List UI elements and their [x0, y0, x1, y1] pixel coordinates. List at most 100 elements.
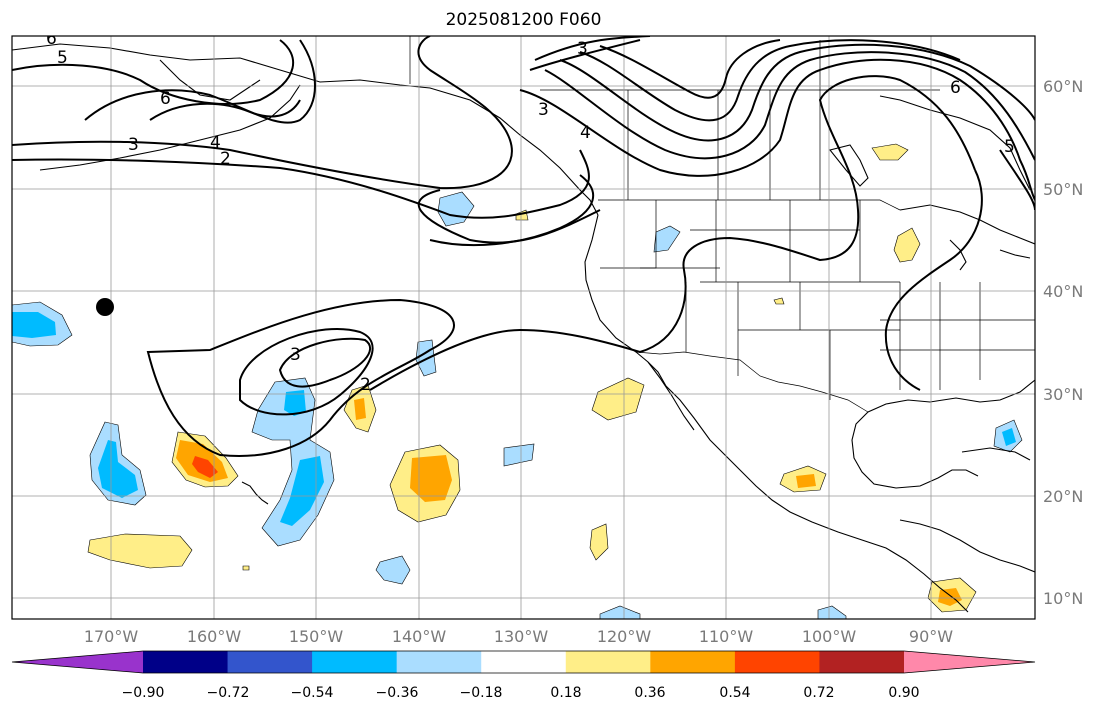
- lon-tick-label: 170°W: [84, 627, 139, 646]
- colorbar-tick-label: −0.18: [460, 685, 503, 701]
- lon-tick-label: 130°W: [494, 627, 549, 646]
- colorbar-tick-label: −0.72: [207, 685, 250, 701]
- lat-tick-label: 60°N: [1043, 77, 1083, 96]
- coastlines: [12, 43, 1035, 613]
- positive-anomaly-region: [773, 297, 785, 305]
- positive-anomaly-mid: [410, 455, 452, 502]
- positive-anomaly-region: [242, 565, 250, 571]
- positive-anomaly-region: [87, 533, 193, 569]
- colorbar-segment: [565, 651, 651, 673]
- contour-label: 3: [538, 100, 549, 120]
- latitude-axis: 60°N 50°N 40°N 30°N 20°N 10°N: [1043, 77, 1083, 608]
- lat-tick-label: 20°N: [1043, 487, 1083, 506]
- colorbar-tick-labels: −0.90 −0.72 −0.54 −0.36 −0.18 0.18 0.36 …: [122, 685, 920, 701]
- contour-line: [239, 327, 374, 416]
- negative-anomaly-core: [12, 312, 56, 338]
- lon-tick-label: 90°W: [909, 627, 953, 646]
- positive-anomaly-mid: [354, 398, 366, 420]
- contour-label: 3: [290, 345, 301, 365]
- lat-tick-label: 30°N: [1043, 385, 1083, 404]
- contour-line: [884, 169, 983, 391]
- positive-anomaly-region: [591, 377, 645, 421]
- map-frame: [11, 35, 1036, 620]
- lat-tick-label: 10°N: [1043, 589, 1083, 608]
- positive-anomaly-region: [893, 227, 921, 263]
- colorbar-segment: [227, 651, 313, 673]
- negative-anomaly-region: [375, 555, 411, 585]
- colorbar-tick-label: −0.90: [122, 685, 165, 701]
- negative-anomaly-region: [653, 225, 681, 253]
- contour-line: [369, 75, 976, 391]
- contour-line: [544, 51, 1035, 161]
- colorbar-tick-label: 0.72: [803, 685, 834, 701]
- contour-line: [559, 43, 1035, 142]
- contour-lines: [12, 36, 1035, 457]
- positive-anomaly-region: [871, 143, 909, 161]
- colorbar-segment: [650, 651, 736, 673]
- positive-anomaly-mid: [796, 474, 816, 488]
- contour-label: 5: [1004, 137, 1015, 157]
- colorbar-segment: [312, 651, 398, 673]
- negative-anomaly-core: [98, 440, 138, 498]
- colorbar: [11, 650, 1036, 674]
- positive-anomaly-region: [589, 523, 609, 561]
- longitude-axis: 170°W 160°W 150°W 140°W 130°W 120°W 110°…: [84, 627, 953, 646]
- colorbar-segment: [481, 651, 567, 673]
- colorbar-segment: [819, 651, 905, 673]
- negative-anomaly-core: [1002, 428, 1016, 446]
- contour-line: [579, 39, 961, 122]
- colorbar-segment: [396, 651, 482, 673]
- negative-anomaly-region: [503, 443, 535, 467]
- lat-tick-label: 40°N: [1043, 282, 1083, 301]
- negative-anomaly-region: [599, 605, 641, 619]
- contour-line: [278, 337, 372, 388]
- shaded-anomalies: [12, 143, 1023, 619]
- negative-anomaly-core: [280, 456, 324, 526]
- colorbar-tick-label: 0.36: [634, 685, 665, 701]
- contour-labels: 6 5 6 3 4 2 3 3 4 6 5 3 2: [46, 29, 1015, 395]
- contour-label: 6: [46, 29, 57, 49]
- lat-tick-label: 50°N: [1043, 180, 1083, 199]
- lon-tick-label: 100°W: [802, 627, 857, 646]
- colorbar-tick-label: −0.54: [291, 685, 334, 701]
- point-marker: [96, 298, 114, 316]
- contour-label: 3: [577, 39, 588, 59]
- contour-label: 4: [210, 133, 221, 153]
- map-panel: [12, 36, 1035, 619]
- colorbar-tick-label: 0.90: [888, 685, 919, 701]
- contour-line: [529, 39, 641, 71]
- negative-anomaly-region: [817, 605, 847, 619]
- colorbar-tick-label: 0.54: [719, 685, 750, 701]
- contour-line: [599, 39, 781, 99]
- colorbar-segment: [734, 651, 820, 673]
- lon-tick-label: 110°W: [699, 627, 754, 646]
- positive-anomaly-core: [192, 456, 218, 478]
- contour-line: [534, 36, 651, 61]
- contour-label: 2: [360, 375, 371, 395]
- contour-line: [149, 99, 301, 121]
- graticule: [12, 36, 1035, 619]
- lon-tick-label: 140°W: [392, 627, 447, 646]
- lon-tick-label: 160°W: [187, 627, 242, 646]
- contour-line: [12, 149, 590, 219]
- contour-line: [429, 174, 595, 247]
- contour-line: [12, 39, 295, 105]
- contour-line: [146, 298, 455, 457]
- lon-tick-label: 150°W: [289, 627, 344, 646]
- colorbar-outline: [11, 650, 1036, 674]
- contour-label: 3: [128, 135, 139, 155]
- positive-anomaly-mid: [938, 588, 962, 606]
- contour-line: [12, 36, 513, 190]
- negative-anomaly-region: [251, 377, 335, 547]
- colorbar-tick-label: −0.36: [376, 685, 419, 701]
- contour-label: 5: [57, 48, 68, 68]
- colorbar-tick-label: 0.18: [550, 685, 581, 701]
- negative-anomaly-core: [284, 390, 306, 416]
- contour-label: 6: [160, 89, 171, 109]
- colorbar-extend-max: [904, 651, 1035, 673]
- lon-tick-label: 120°W: [597, 627, 652, 646]
- colorbar-segment: [143, 651, 229, 673]
- contour-line: [519, 58, 1035, 201]
- map-title: 2025081200 F060: [445, 10, 602, 30]
